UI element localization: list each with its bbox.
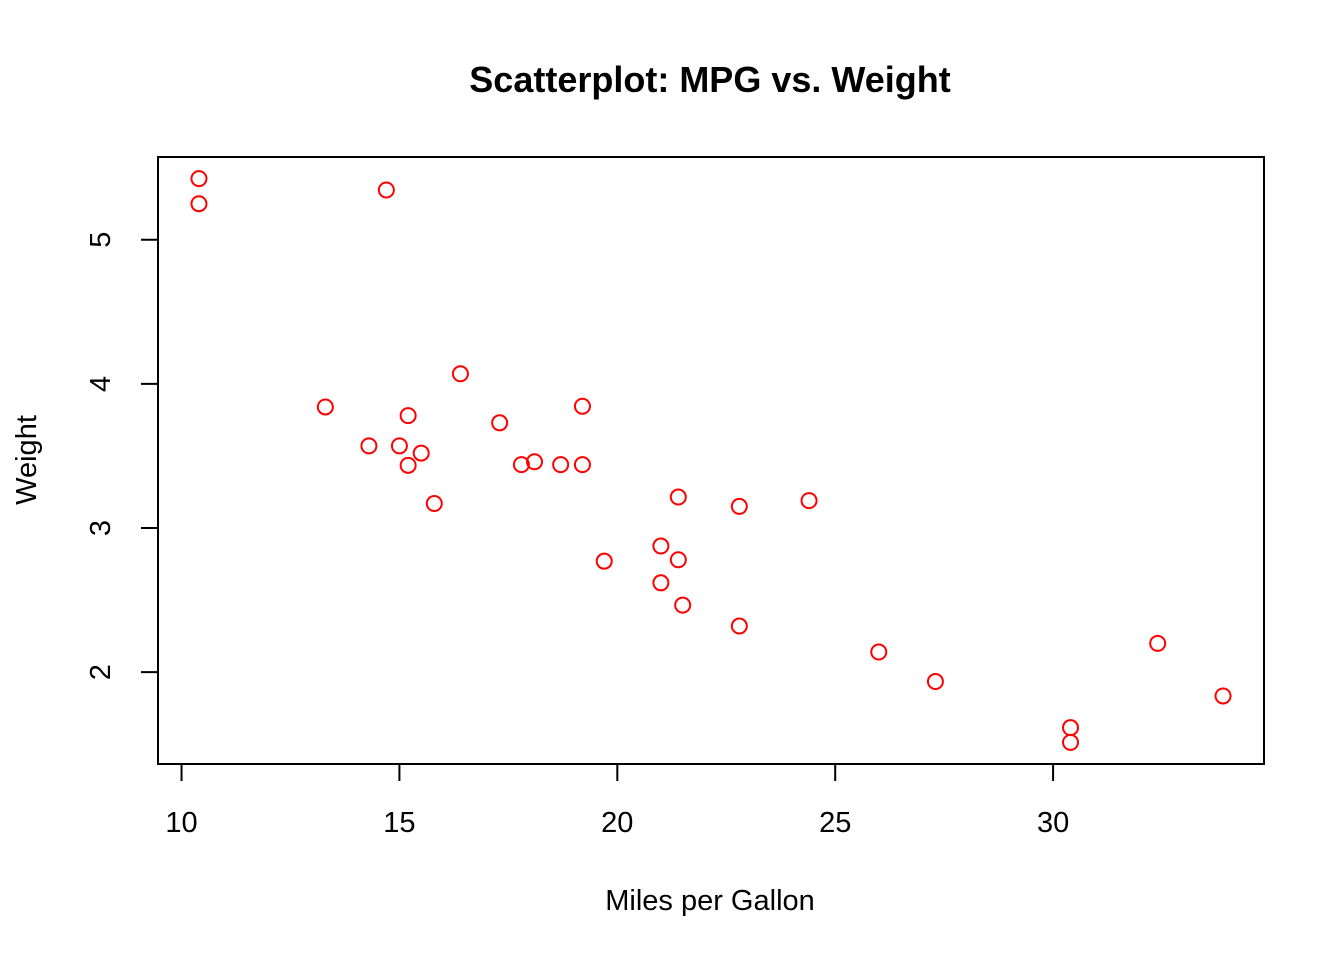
data-point — [652, 574, 670, 592]
data-point — [800, 492, 818, 510]
data-point — [512, 456, 530, 474]
data-point — [425, 495, 443, 513]
y-tick-label: 2 — [85, 664, 117, 680]
data-point — [1149, 634, 1167, 652]
data-point — [451, 365, 469, 383]
data-point — [573, 456, 591, 474]
y-tick-label: 4 — [85, 376, 117, 392]
data-point — [390, 437, 408, 455]
data-point — [669, 551, 687, 569]
data-point — [190, 170, 208, 188]
data-point — [573, 397, 591, 415]
data-point — [730, 497, 748, 515]
data-point — [491, 414, 509, 432]
data-point — [316, 398, 334, 416]
data-point — [669, 488, 687, 506]
x-tick-label: 30 — [1037, 807, 1069, 839]
data-point — [190, 195, 208, 213]
x-tick-label: 25 — [819, 807, 851, 839]
data-point — [674, 596, 692, 614]
data-point — [595, 552, 613, 570]
y-tick-label: 5 — [85, 232, 117, 248]
x-tick-label: 10 — [165, 807, 197, 839]
x-axis-label: Miles per Gallon — [605, 885, 815, 917]
data-point — [730, 617, 748, 635]
x-axis: 10 15 20 25 30 — [165, 763, 1069, 839]
data-point — [1062, 719, 1080, 737]
plot-frame — [157, 156, 1265, 765]
data-point — [652, 537, 670, 555]
data-point — [377, 181, 395, 199]
data-point — [412, 444, 430, 462]
data-points — [190, 170, 1232, 751]
data-point — [399, 407, 417, 425]
y-axis: 2 3 4 5 — [85, 232, 159, 680]
data-point — [1062, 733, 1080, 751]
data-point — [399, 456, 417, 474]
x-tick-label: 15 — [383, 807, 415, 839]
data-point — [1214, 687, 1232, 705]
data-point — [870, 643, 888, 661]
data-point — [526, 453, 544, 471]
x-tick-label: 20 — [601, 807, 633, 839]
data-point — [926, 673, 944, 691]
data-point — [360, 437, 378, 455]
data-point — [552, 456, 570, 474]
y-tick-label: 3 — [85, 520, 117, 536]
y-axis-label: Weight — [11, 415, 43, 505]
chart-title: Scatterplot: MPG vs. Weight — [469, 59, 950, 100]
